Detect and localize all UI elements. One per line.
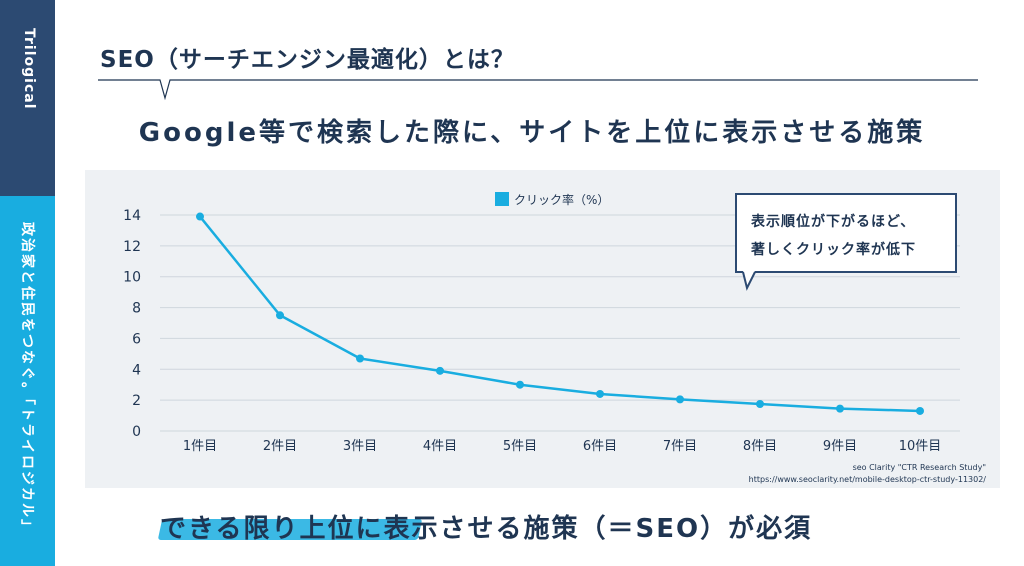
data-point [916,406,924,415]
ctr-line-chart: 0 2 4 6 8 10 12 14 1件目 2件目 3件目 4件目 5件目 6件目 7件目 8件目 9件目 10… [123,192,960,454]
data-point [676,395,684,404]
legend-swatch [495,192,509,206]
y-tick-label: 0 [132,424,141,440]
callout-line-2: 著しくクリック率が低下 [751,242,916,258]
series-line [199,215,921,413]
y-tick-label: 8 [132,301,141,317]
data-point [196,212,204,221]
x-tick-label: 8件目 [743,439,777,454]
sidebar-brand-panel [0,0,55,196]
data-point [836,404,844,413]
subtitle: Google等で検索した際に、サイトを上位に表示させる施策 [138,118,926,148]
sidebar-tagline-panel [0,196,55,566]
legend-label: クリック率（%） [514,192,609,207]
y-tick-label: 4 [132,362,141,378]
data-point [596,389,604,398]
x-tick-label: 9件目 [823,439,857,454]
x-tick-label: 1件目 [183,439,217,454]
source-citation: seo Clarity "CTR Research Study" [852,463,986,472]
x-tick-label: 6件目 [583,439,617,454]
data-point [516,380,524,389]
y-tick-label: 10 [123,270,141,286]
brand-tagline: 政治家と住民をつなぐ。「トライロジカル」 [19,222,35,535]
x-tick-label: 3件目 [343,439,377,454]
source-url[interactable]: https://www.seoclarity.net/mobile-deskto… [748,475,986,484]
y-tick-label: 12 [123,239,141,255]
y-tick-label: 2 [132,393,141,409]
x-tick-label: 2件目 [263,439,297,454]
x-tick-label: 7件目 [663,439,697,454]
data-point [356,354,364,363]
x-tick-label: 5件目 [503,439,537,454]
data-point [756,400,764,408]
y-tick-label: 6 [132,331,141,347]
page-title: SEO（サーチエンジン最適化）とは？ [100,47,515,73]
x-tick-label: 10件目 [899,439,942,454]
callout-tail [742,271,756,291]
callout-box: 表示順位が下がるほど、 著しくクリック率が低下 [735,193,957,273]
data-point [436,366,444,375]
title-divider [98,79,978,101]
callout-line-1: 表示順位が下がるほど、 [751,214,916,230]
conclusion-text: できる限り上位に表示させる施策（＝SEO）が必須 [160,514,813,544]
x-tick-label: 4件目 [423,439,457,454]
y-tick-label: 14 [123,208,141,224]
data-point [276,311,284,320]
